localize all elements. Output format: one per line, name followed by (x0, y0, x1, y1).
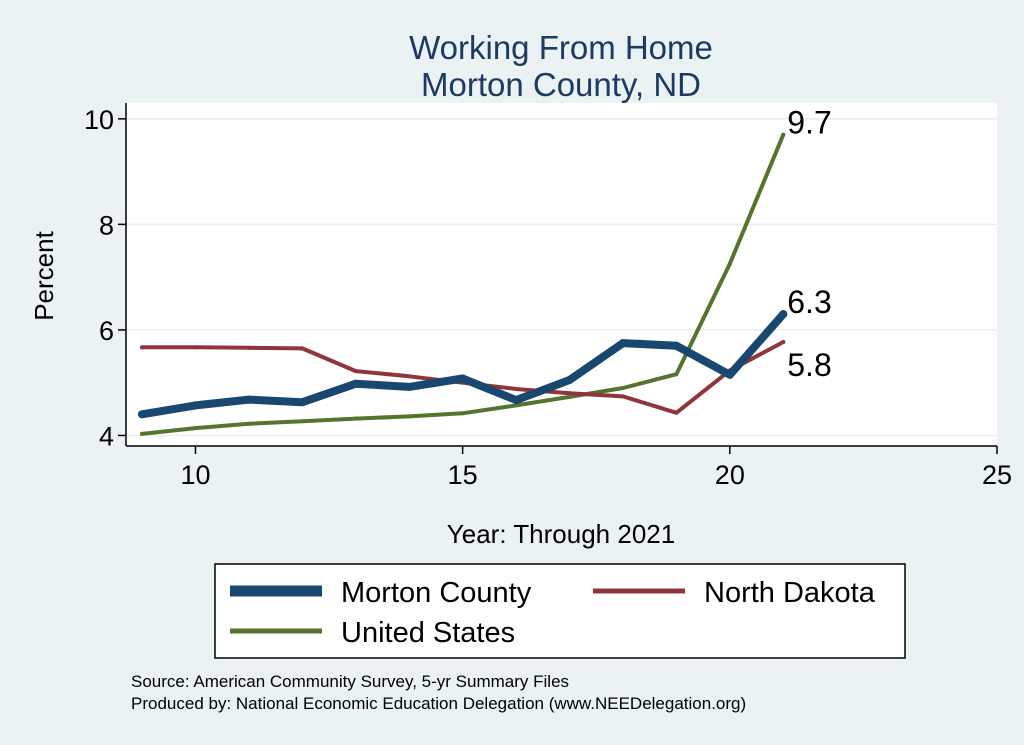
x-tick-label: 10 (180, 460, 210, 490)
data-point (674, 410, 679, 415)
legend-label: Morton County (341, 577, 532, 609)
data-point (351, 379, 360, 388)
data-point (672, 341, 681, 350)
data-point (138, 410, 147, 419)
data-point (300, 346, 305, 351)
data-point (567, 391, 572, 396)
data-point (620, 385, 625, 390)
x-tick-label: 20 (715, 460, 745, 490)
data-point (353, 369, 358, 374)
data-point (407, 374, 412, 379)
source-note: Source: American Community Survey, 5-yr … (131, 672, 569, 691)
data-point (674, 372, 679, 377)
y-tick-label: 8 (99, 210, 114, 240)
data-point (244, 395, 253, 404)
data-point (565, 376, 574, 385)
legend-items: Morton County North Dakota United States (230, 577, 876, 649)
data-point (514, 387, 519, 392)
plot-area (126, 103, 997, 446)
y-axis-label: Percent (29, 230, 59, 320)
data-point (246, 421, 251, 426)
end-value-label: 5.8 (787, 347, 831, 383)
data-point (618, 339, 627, 348)
legend: Morton County North Dakota United States (214, 563, 906, 659)
end-value-label: 6.3 (787, 284, 831, 320)
data-point (620, 394, 625, 399)
legend-box (214, 563, 906, 659)
data-point (407, 414, 412, 419)
data-point (405, 382, 414, 391)
y-tick-label: 10 (84, 105, 114, 135)
x-tick-label: 25 (982, 460, 1012, 490)
data-point (193, 426, 198, 431)
legend-label: United States (341, 617, 515, 649)
data-point (779, 310, 788, 319)
data-point (246, 345, 251, 350)
data-point (298, 398, 307, 407)
data-point (567, 394, 572, 399)
x-axis-label: Year: Through 2021 (447, 519, 675, 549)
x-tick-label: 15 (448, 460, 478, 490)
data-point (727, 261, 732, 266)
series-lines (138, 132, 788, 436)
data-point (781, 340, 786, 345)
data-point (191, 401, 200, 410)
data-point (193, 345, 198, 350)
data-point (458, 374, 467, 383)
end-labels: 6.3 5.8 9.7 (787, 105, 831, 383)
y-axis-ticks: 4 6 8 10 (84, 105, 126, 451)
chart-subtitle: Morton County, ND (421, 66, 701, 103)
data-point (140, 345, 145, 350)
chart-title: Working From Home (409, 29, 713, 66)
data-point (460, 411, 465, 416)
x-axis-ticks: 10 15 20 25 (180, 446, 1012, 490)
data-point (512, 396, 521, 405)
y-tick-label: 6 (99, 316, 114, 346)
legend-label: North Dakota (704, 577, 876, 609)
data-point (725, 370, 734, 379)
gridlines (126, 118, 997, 437)
producer-note: Produced by: National Economic Education… (131, 694, 746, 713)
data-point (140, 431, 145, 436)
data-point (353, 416, 358, 421)
data-point (781, 132, 786, 137)
y-tick-label: 4 (99, 421, 114, 451)
data-point (300, 419, 305, 424)
end-value-label: 9.7 (787, 105, 831, 141)
data-point (514, 403, 519, 408)
